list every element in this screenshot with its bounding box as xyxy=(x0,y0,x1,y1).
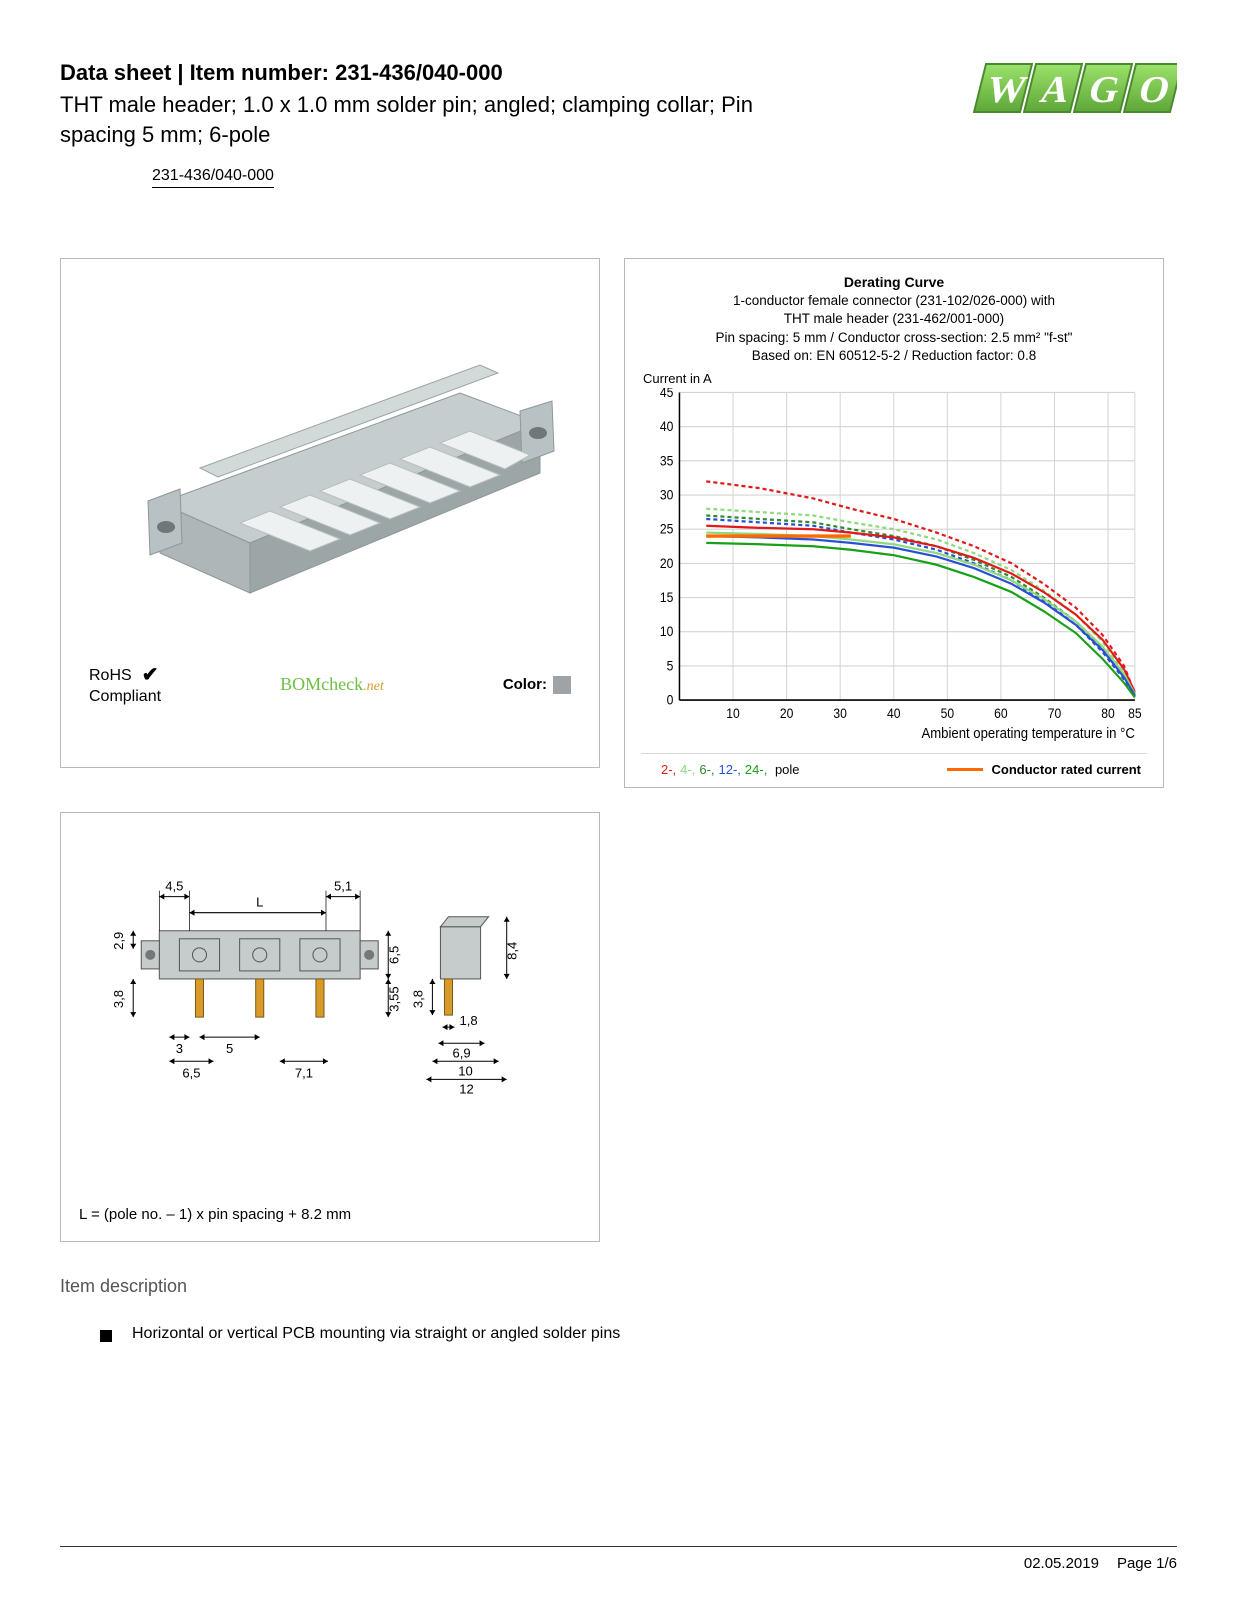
description-bullet-1: Horizontal or vertical PCB mounting via … xyxy=(100,1325,1177,1343)
svg-text:10: 10 xyxy=(458,1064,473,1079)
bomcheck-logo: BOMcheck.net xyxy=(280,674,384,695)
dimension-drawing: 4,55,1L2,93,86,53,55356,57,18,43,81,86,9… xyxy=(79,831,581,1151)
svg-text:40: 40 xyxy=(887,706,901,722)
svg-text:35: 35 xyxy=(660,453,674,469)
svg-text:5,1: 5,1 xyxy=(334,879,352,894)
svg-text:4,5: 4,5 xyxy=(165,879,183,894)
svg-text:10: 10 xyxy=(726,706,740,722)
footer-page: Page 1/6 xyxy=(1117,1555,1177,1572)
svg-text:6,5: 6,5 xyxy=(182,1066,200,1081)
derating-chart: 0 5 10 15 20 25 30 35 40 45 10 20 30 40 50 60 70 80 85 Ambi… xyxy=(641,388,1147,747)
derating-chart-panel: Derating Curve 1-conductor female connec… xyxy=(624,258,1164,788)
footer-date: 02.05.2019 xyxy=(1024,1555,1099,1572)
datasheet-subtitle: THT male header; 1.0 x 1.0 mm solder pin… xyxy=(60,90,800,149)
svg-text:7,1: 7,1 xyxy=(295,1066,313,1081)
svg-text:6,9: 6,9 xyxy=(452,1046,470,1061)
chart-sub-3: Pin spacing: 5 mm / Conductor cross-sect… xyxy=(641,329,1147,347)
chart-sub-4: Based on: EN 60512-5-2 / Reduction facto… xyxy=(641,347,1147,365)
item-description-heading: Item description xyxy=(60,1276,1177,1297)
header: Data sheet | Item number: 231-436/040-00… xyxy=(60,60,1177,188)
legend-pole-item: 4-, xyxy=(680,762,695,777)
svg-text:70: 70 xyxy=(1048,706,1062,722)
svg-text:5: 5 xyxy=(226,1042,233,1057)
page-footer: 02.05.2019 Page 1/6 xyxy=(60,1546,1177,1572)
bomcheck-suffix: .net xyxy=(363,679,384,694)
svg-text:30: 30 xyxy=(833,706,847,722)
color-swatch xyxy=(553,676,571,694)
chart-sub-1: 1-conductor female connector (231-102/02… xyxy=(641,292,1147,310)
legend-rated: Conductor rated current xyxy=(947,762,1141,777)
svg-text:10: 10 xyxy=(660,624,674,640)
rohs-compliance: RoHS ✔ Compliant xyxy=(89,663,161,706)
chart-title: Derating Curve xyxy=(641,273,1147,292)
svg-text:30: 30 xyxy=(660,487,674,503)
svg-text:Ambient operating temperature: Ambient operating temperature in °C xyxy=(921,725,1134,742)
svg-text:12: 12 xyxy=(459,1082,474,1097)
product-footer: RoHS ✔ Compliant BOMcheck.net Color: xyxy=(75,653,585,710)
svg-text:3,8: 3,8 xyxy=(111,990,126,1008)
svg-text:15: 15 xyxy=(660,590,674,606)
bullet-icon xyxy=(100,1330,112,1342)
svg-text:25: 25 xyxy=(660,521,674,537)
svg-text:L: L xyxy=(256,895,263,910)
legend-pole-item: 24-, xyxy=(745,762,767,777)
svg-text:40: 40 xyxy=(660,419,674,435)
color-label-text: Color: xyxy=(503,676,547,693)
svg-text:45: 45 xyxy=(660,388,674,400)
bomcheck-text: BOMcheck xyxy=(280,674,363,694)
svg-text:2,9: 2,9 xyxy=(111,932,126,950)
svg-text:1,8: 1,8 xyxy=(459,1014,477,1029)
svg-text:20: 20 xyxy=(780,706,794,722)
product-image xyxy=(75,273,585,653)
svg-text:3: 3 xyxy=(176,1042,183,1057)
legend-pole-item: 2-, xyxy=(661,762,676,777)
svg-text:3,8: 3,8 xyxy=(410,990,425,1008)
datasheet-title: Data sheet | Item number: 231-436/040-00… xyxy=(60,60,957,86)
chart-legend: 2-, 4-, 6-, 12-, 24-, pole Conductor rated c… xyxy=(641,753,1147,777)
legend-pole-suffix: pole xyxy=(771,762,799,777)
legend-pole-item: 12-, xyxy=(719,762,741,777)
product-image-panel: RoHS ✔ Compliant BOMcheck.net Color: xyxy=(60,258,600,768)
svg-text:5: 5 xyxy=(667,658,674,674)
chart-sub-2: THT male header (231-462/001-000) xyxy=(641,310,1147,328)
chart-header: Derating Curve 1-conductor female connec… xyxy=(641,273,1147,365)
legend-pole-item: 6-, xyxy=(699,762,714,777)
part-number-link[interactable]: 231-436/040-000 xyxy=(152,167,274,188)
rohs-label: RoHS xyxy=(89,666,132,685)
svg-text:85: 85 xyxy=(1128,706,1142,722)
svg-text:80: 80 xyxy=(1101,706,1115,722)
svg-text:50: 50 xyxy=(941,706,955,722)
check-icon: ✔ xyxy=(142,663,159,687)
color-indicator: Color: xyxy=(503,676,571,694)
dimension-drawing-panel: 4,55,1L2,93,86,53,55356,57,18,43,81,86,9… xyxy=(60,812,600,1242)
header-text: Data sheet | Item number: 231-436/040-00… xyxy=(60,60,957,188)
brand-logo: W A G O xyxy=(957,60,1177,116)
svg-text:0: 0 xyxy=(667,692,674,708)
legend-rated-label: Conductor rated current xyxy=(991,762,1141,777)
dimension-caption: L = (pole no. – 1) x pin spacing + 8.2 m… xyxy=(79,1206,581,1223)
y-axis-label: Current in A xyxy=(643,371,1147,386)
legend-poles: 2-, 4-, 6-, 12-, 24-, pole xyxy=(661,762,804,777)
svg-text:20: 20 xyxy=(660,555,674,571)
svg-text:60: 60 xyxy=(994,706,1008,722)
legend-line-icon xyxy=(947,768,983,771)
rohs-label-2: Compliant xyxy=(89,687,161,706)
bullet-text: Horizontal or vertical PCB mounting via … xyxy=(132,1325,620,1343)
